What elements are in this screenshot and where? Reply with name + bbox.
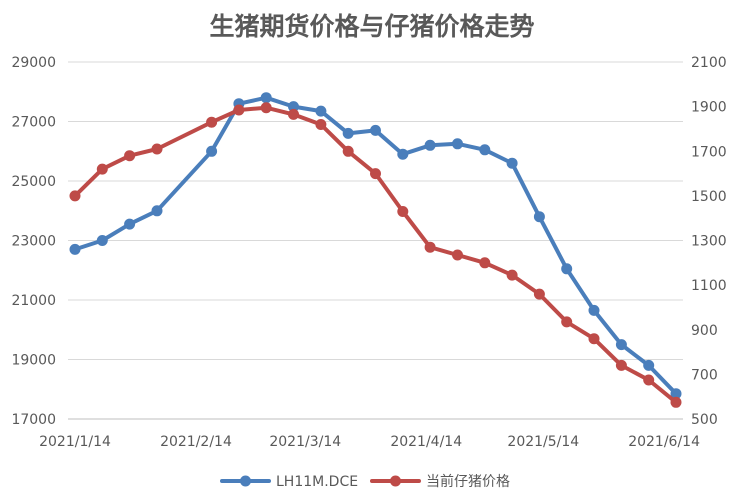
x-tick-label: 2021/4/14 xyxy=(390,434,462,450)
data-point xyxy=(588,304,600,316)
data-point xyxy=(370,124,381,136)
y-right-tick-label: 500 xyxy=(691,412,718,428)
legend-marker xyxy=(240,475,251,487)
data-point xyxy=(533,288,545,300)
y-right-tick-label: 1500 xyxy=(691,189,727,205)
data-point xyxy=(533,211,545,223)
x-tick-label: 2021/2/14 xyxy=(160,434,232,450)
data-point xyxy=(206,145,218,157)
data-point xyxy=(615,339,627,351)
x-tick-label: 2021/3/14 xyxy=(269,434,341,450)
y-left-tick-label: 25000 xyxy=(11,174,56,190)
data-point xyxy=(452,249,463,261)
data-point xyxy=(424,139,436,151)
y-left-tick-label: 21000 xyxy=(11,293,56,309)
gridlines xyxy=(68,61,683,420)
legend-item: 当前仔猪价格 xyxy=(370,473,510,490)
data-point xyxy=(342,145,354,157)
legend-marker xyxy=(390,475,401,487)
legend-item: LH11M.DCE xyxy=(220,474,358,490)
data-point xyxy=(506,157,518,169)
y-right-tick-label: 1900 xyxy=(691,100,727,116)
data-point xyxy=(96,235,108,246)
data-point xyxy=(615,359,627,371)
y-left-tick-label: 27000 xyxy=(11,115,56,131)
data-point xyxy=(506,269,518,281)
data-point xyxy=(397,148,409,160)
chart-title: 生猪期货价格与仔猪价格走势 xyxy=(209,12,534,41)
legend-label: LH11M.DCE xyxy=(276,474,358,490)
data-point xyxy=(452,138,463,150)
data-point xyxy=(561,316,573,328)
data-point xyxy=(151,143,163,155)
y-left-tick-label: 23000 xyxy=(11,234,56,250)
data-point xyxy=(670,396,682,408)
data-point xyxy=(233,104,245,116)
series-line xyxy=(73,95,678,396)
legend: LH11M.DCE 当前仔猪价格 xyxy=(220,473,510,490)
legend-label: 当前仔猪价格 xyxy=(426,473,510,490)
y-right-tick-label: 2100 xyxy=(691,55,727,71)
x-tick-label: 2021/1/14 xyxy=(39,434,111,450)
data-point xyxy=(424,241,436,253)
data-point xyxy=(288,108,299,120)
x-tick-label: 2021/5/14 xyxy=(507,434,579,450)
y-right-tick-label: 1700 xyxy=(691,144,727,160)
y-left-tick-label: 17000 xyxy=(11,412,56,428)
data-point xyxy=(588,333,600,345)
y-left-tick-label: 19000 xyxy=(11,353,56,369)
data-point xyxy=(124,150,136,162)
series-1 xyxy=(69,92,682,400)
data-point xyxy=(315,105,327,117)
data-point xyxy=(479,257,491,269)
data-point xyxy=(124,218,136,230)
data-point xyxy=(370,168,381,180)
y-right-tick-label: 1300 xyxy=(691,234,727,250)
data-point xyxy=(561,263,573,275)
data-point xyxy=(151,205,163,217)
data-point xyxy=(69,190,81,202)
y-right-tick-label: 700 xyxy=(691,367,718,383)
data-point xyxy=(342,127,354,139)
data-point xyxy=(479,144,491,156)
data-point xyxy=(96,163,108,175)
y-right-tick-label: 1100 xyxy=(691,278,727,294)
data-point xyxy=(643,374,655,386)
series-line xyxy=(73,105,678,405)
series-2 xyxy=(69,102,682,408)
data-point xyxy=(397,206,409,217)
data-point xyxy=(206,116,218,128)
x-tick-label: 2021/6/14 xyxy=(628,434,700,450)
data-point xyxy=(315,119,327,130)
data-point xyxy=(260,102,272,114)
y-right-tick-label: 900 xyxy=(691,323,718,339)
data-point xyxy=(643,359,655,371)
y-left-tick-label: 29000 xyxy=(11,55,56,71)
data-point xyxy=(69,243,81,255)
data-point xyxy=(260,92,272,104)
